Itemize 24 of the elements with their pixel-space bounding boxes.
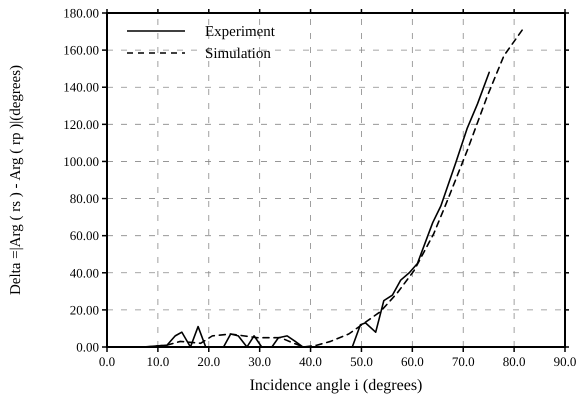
x-tick-label: 30.0 — [248, 354, 272, 369]
x-tick-label: 90.0 — [554, 354, 576, 369]
x-tick-label: 50.0 — [350, 354, 373, 369]
x-tick-label: 0.0 — [98, 354, 116, 369]
y-tick-label: 120.00 — [63, 116, 99, 132]
legend-label: Experiment — [205, 24, 276, 40]
y-tick-label: 0.00 — [76, 340, 99, 354]
y-axis-title: Delta =|Arg ( rs ) - Arg ( rp )|(degrees) — [8, 64, 24, 296]
legend-label: Simulation — [205, 46, 272, 62]
y-tick-label: 60.00 — [70, 228, 99, 244]
x-tick-label: 80.0 — [502, 354, 526, 369]
x-axis-title: Incidence angle i (degrees) — [250, 377, 422, 394]
x-tick-label: 40.0 — [299, 354, 322, 369]
x-tick-label: 70.0 — [452, 354, 475, 369]
x-tick-label: 10.0 — [146, 354, 170, 369]
y-tick-label: 20.00 — [70, 302, 99, 318]
y-tick-label: 180.00 — [63, 6, 99, 20]
y-tick-label: 100.00 — [63, 154, 99, 169]
y-tick-label: 160.00 — [63, 42, 99, 58]
x-tick-label: 20.0 — [197, 354, 220, 369]
y-tick-label: 40.00 — [70, 265, 99, 280]
x-tick-label: 60.0 — [400, 354, 424, 369]
y-tick-label: 80.00 — [70, 191, 99, 206]
y-tick-label: 140.00 — [63, 80, 99, 95]
